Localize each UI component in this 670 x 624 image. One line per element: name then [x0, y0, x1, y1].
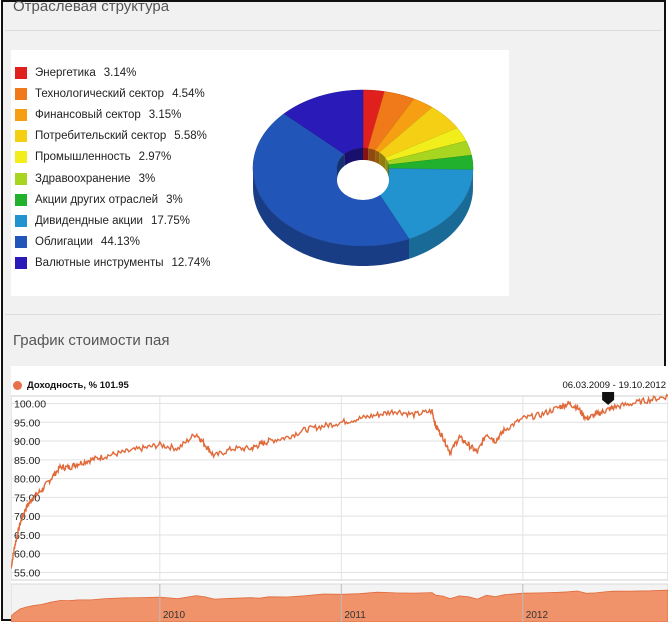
legend-item: Промышленность 2.97% — [15, 147, 211, 168]
unit-price-panel: Доходность, % 101.95 06.03.2009 - 19.10.… — [11, 366, 668, 622]
date-range[interactable]: 06.03.2009 - 19.10.2012 — [562, 380, 666, 391]
legend-label: Потребительский сектор — [35, 130, 167, 143]
donut-hole-wall — [387, 161, 389, 177]
legend-label: Валютные инструменты — [35, 257, 164, 270]
y-tick-label: 85.00 — [14, 455, 40, 467]
event-flag-icon[interactable] — [602, 392, 615, 405]
unit-price-line-chart[interactable]: 100.0095.0090.0085.0080.0075.0070.0065.0… — [11, 392, 668, 622]
donut-hole-wall — [379, 152, 386, 170]
donut-hole — [337, 160, 389, 200]
legend-value: 12.74% — [171, 257, 211, 270]
legend-label: Здравоохранение — [35, 172, 131, 185]
legend-label: Технологический сектор — [35, 87, 165, 100]
navigator-area — [11, 589, 668, 622]
legend-value: 3.14% — [103, 66, 137, 79]
legend-swatch — [15, 172, 27, 185]
legend-value: 5.58% — [174, 130, 207, 143]
series-header: Доходность, % 101.95 — [13, 380, 129, 391]
legend-swatch — [15, 130, 27, 143]
legend-swatch — [15, 214, 27, 227]
legend-label: Акции других отраслей — [35, 193, 159, 206]
sector-donut-chart: ЭнергетикаТехнологический секторФинансов… — [252, 89, 474, 266]
divider — [5, 30, 662, 31]
sector-structure-panel: Энергетика 3.14% Технологический сектор 4.5… — [11, 50, 509, 296]
y-tick-label: 65.00 — [14, 530, 40, 542]
divider — [5, 314, 662, 315]
donut-hole-wall — [375, 150, 380, 165]
legend-item: Валютные инструменты 12.74% — [15, 253, 211, 274]
donut-slice-side — [253, 168, 410, 266]
legend-swatch — [15, 236, 27, 249]
legend-label: Финансовый сектор — [35, 108, 141, 121]
series-current-value: 101.95 — [99, 380, 129, 391]
navigator-x-tick-label: 2010 — [163, 610, 186, 621]
legend-value: 2.97% — [138, 151, 172, 164]
legend-value: 4.54% — [172, 87, 205, 100]
y-tick-label: 95.00 — [14, 417, 40, 429]
legend-value: 3% — [138, 172, 156, 185]
legend-item: Здравоохранение 3% — [15, 168, 211, 189]
legend-label: Промышленность — [35, 151, 131, 164]
unit-price-chart-title: График стоимости пая — [13, 332, 170, 349]
y-tick-label: 60.00 — [14, 549, 40, 561]
legend-item: Облигации 44.13% — [15, 232, 211, 253]
legend-swatch — [15, 108, 27, 121]
donut-hole-wall — [385, 157, 388, 174]
series-line — [11, 393, 668, 569]
navigator-x-tick-label: 2012 — [526, 610, 549, 621]
legend-item: Потребительский сектор 5.58% — [15, 126, 211, 147]
pie-legend: Энергетика 3.14% Технологический сектор 4.5… — [15, 62, 211, 274]
donut-slice-side — [409, 169, 473, 259]
legend-label: Энергетика — [35, 66, 96, 79]
legend-value: 17.75% — [150, 214, 190, 227]
y-tick-label: 80.00 — [14, 474, 40, 486]
y-tick-label: 90.00 — [14, 436, 40, 448]
donut-hole-wall — [363, 148, 369, 161]
legend-item: Технологический сектор 4.54% — [15, 83, 211, 104]
legend-item: Финансовый сектор 3.15% — [15, 104, 211, 125]
legend-label: Облигации — [35, 236, 93, 249]
series-label: Доходность, % — [27, 380, 98, 391]
donut-hole-wall — [368, 148, 376, 163]
legend-swatch — [15, 193, 27, 206]
legend-swatch — [15, 257, 27, 270]
y-tick-label: 70.00 — [14, 511, 40, 523]
legend-value: 3.15% — [148, 108, 182, 121]
legend-value: 44.13% — [100, 236, 140, 249]
legend-swatch — [15, 87, 27, 100]
legend-swatch — [15, 151, 27, 164]
y-tick-label: 100.00 — [14, 399, 46, 411]
legend-swatch — [15, 66, 27, 79]
navigator-x-tick-label: 2011 — [344, 610, 366, 621]
sector-structure-title: Отраслевая структура — [13, 0, 170, 15]
legend-item: Акции других отраслей 3% — [15, 189, 211, 210]
donut-hole-wall — [344, 148, 363, 167]
donut-hole-wall — [337, 154, 345, 180]
series-color-dot — [13, 381, 22, 390]
legend-item: Энергетика 3.14% — [15, 62, 211, 83]
y-tick-label: 55.00 — [14, 567, 40, 579]
legend-value: 3% — [166, 193, 183, 206]
legend-item: Дивидендные акции 17.75% — [15, 210, 211, 231]
plot-area — [11, 395, 668, 581]
legend-label: Дивидендные акции — [35, 214, 143, 227]
